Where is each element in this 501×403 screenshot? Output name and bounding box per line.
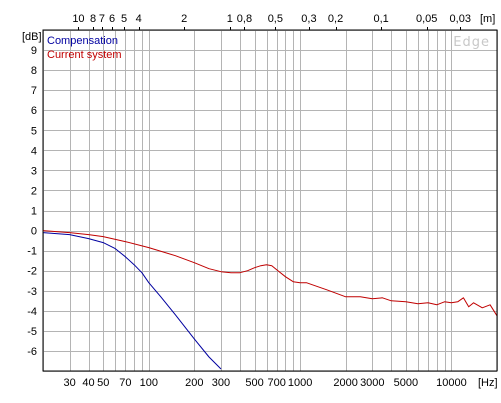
y-tick-label: 9: [31, 45, 37, 57]
left-axis-unit: [dB]: [22, 31, 42, 43]
grid-lines: [43, 30, 498, 372]
x-tick-label: 10000: [436, 377, 467, 389]
x-tick-label: 30: [64, 377, 76, 389]
x-tick-label: 700: [267, 377, 285, 389]
legend: Compensation Current system: [47, 35, 122, 61]
y-tick-label: -5: [27, 326, 37, 338]
legend-entry-current-system: Current system: [47, 49, 122, 61]
top-tick-label: 0,3: [301, 13, 316, 25]
plot-frame: [42, 29, 498, 372]
y-tick-label: 2: [31, 185, 37, 197]
top-tick-label: 0,2: [328, 13, 343, 25]
edge-watermark: Edge: [453, 35, 490, 50]
y-tick-label: 7: [31, 85, 37, 97]
x-tick-label: 100: [140, 377, 158, 389]
top-tick-label: 0,8: [237, 13, 252, 25]
series-line-current-system: [42, 230, 498, 317]
series-line-compensation: [42, 232, 222, 370]
top-tick-label: 7: [99, 13, 105, 25]
x-tick-label: 2000: [333, 377, 357, 389]
x-tick-label: 500: [245, 377, 263, 389]
y-tick-label: 1: [31, 206, 37, 218]
top-tick-label: 5: [121, 13, 127, 25]
top-tick-label: 4: [136, 13, 142, 25]
top-tick-label: 6: [109, 13, 115, 25]
top-axis-unit: [m]: [480, 13, 495, 25]
y-tick-label: -4: [27, 306, 37, 318]
x-tick-label: 1000: [288, 377, 312, 389]
y-tick-label: -6: [27, 346, 37, 358]
tick-labels: 30 40 50 70 100 200 300 500 700 1000 2000 3000 5000 1…: [27, 13, 471, 389]
top-tick-label: 0,05: [416, 13, 437, 25]
y-tick-label: 4: [31, 145, 37, 157]
top-tick-label: 0,03: [450, 13, 471, 25]
x-tick-label: 40: [82, 377, 94, 389]
x-tick-label: 200: [185, 377, 203, 389]
y-tick-label: -2: [27, 266, 37, 278]
x-tick-label: 300: [212, 377, 230, 389]
bottom-axis-unit: [Hz]: [478, 377, 498, 389]
y-tick-label: -1: [27, 246, 37, 258]
y-tick-label: 8: [31, 65, 37, 77]
top-tick-label: 8: [90, 13, 96, 25]
x-tick-label: 70: [119, 377, 131, 389]
x-tick-label: 50: [97, 377, 109, 389]
y-tick-label: 0: [31, 226, 37, 238]
top-tick-label: 2: [181, 13, 187, 25]
top-tick-label: 10: [72, 13, 84, 25]
y-tick-label: 5: [31, 125, 37, 137]
y-tick-label: 3: [31, 165, 37, 177]
x-tick-label: 5000: [394, 377, 418, 389]
top-tick-label: 0,5: [268, 13, 283, 25]
series-lines: [42, 230, 498, 370]
y-tick-label: 6: [31, 105, 37, 117]
legend-entry-compensation: Compensation: [47, 35, 118, 47]
x-tick-label: 3000: [360, 377, 384, 389]
top-tick-label: 1: [227, 13, 233, 25]
y-tick-label: -3: [27, 286, 37, 298]
top-tick-label: 0,1: [373, 13, 388, 25]
